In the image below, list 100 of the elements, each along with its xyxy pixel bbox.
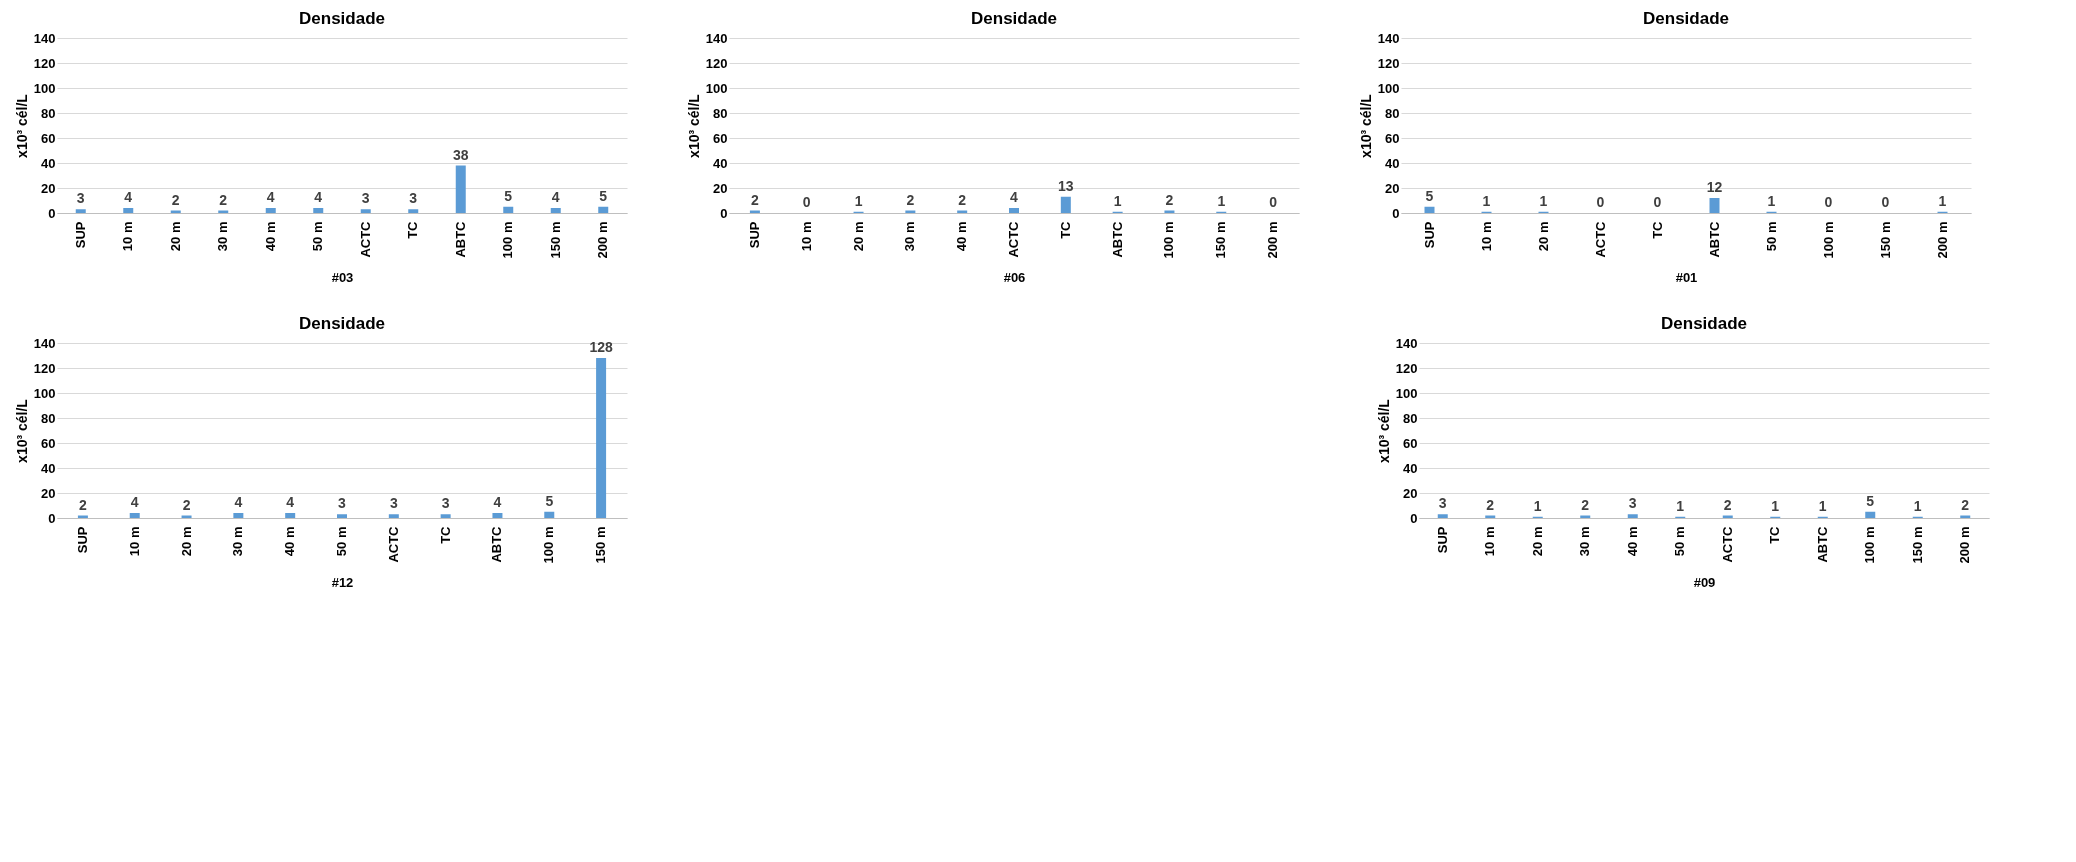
x-tick-label: 20 m [1529,526,1545,557]
x-tick-label: 20 m [850,221,866,252]
x-tick-label: 100 m [500,221,516,259]
y-tick-label: 100 [705,80,728,96]
y-axis-title: x10³ cél/L [13,93,30,158]
x-tick-label: 200 m [1265,221,1281,259]
chart-title: Densidade [299,314,385,333]
x-tick-label: 150 m [593,526,609,564]
chart-title: Densidade [1643,9,1729,28]
y-tick-label: 20 [1385,180,1400,196]
chart-title: Densidade [299,9,385,28]
bar [596,358,607,518]
data-label: 5 [545,492,554,509]
x-tick-label: 10 m [798,221,814,252]
y-tick-label: 120 [1377,55,1400,71]
data-label: 12 [1706,179,1723,195]
bar [129,513,140,518]
data-label: 1 [1818,497,1827,514]
data-label: 2 [1581,496,1590,513]
data-label: 4 [314,189,323,205]
data-label: 3 [441,495,450,512]
data-label: 0 [1881,194,1890,210]
chart-title: Densidade [971,9,1057,28]
y-tick-label: 140 [33,335,56,351]
data-label: 2 [171,191,180,208]
data-label: 1 [1217,192,1226,209]
x-tick-label: 10 m [1478,221,1494,252]
data-label: 0 [1824,194,1833,210]
y-tick-label: 120 [33,360,56,376]
data-label: 1 [1113,192,1122,209]
x-tick-label: 150 m [547,221,563,259]
data-label: 38 [452,146,469,163]
x-tick-label: 200 m [595,221,611,259]
data-label: 3 [389,495,398,512]
chart-title: Densidade [1661,314,1747,333]
y-tick-label: 100 [1395,385,1418,401]
x-tick-label: 150 m [1909,526,1925,564]
x-tick-label: 10 m [126,526,142,557]
x-tick-label: ACTC [1719,525,1735,563]
y-tick-label: 0 [48,510,56,526]
x-tick-label: 50 m [334,526,349,557]
y-tick-label: 60 [41,130,56,146]
x-tick-label: 150 m [1877,221,1893,259]
x-tick-label: TC [1767,525,1783,544]
bar [1060,196,1071,213]
bar [337,514,347,518]
x-tick-label: 50 m [310,221,326,252]
bar [492,513,503,518]
data-label: 2 [751,191,760,208]
bar [408,209,419,213]
bar [503,206,514,213]
data-label: 4 [234,494,243,510]
data-label: 13 [1058,177,1074,194]
y-tick-label: 40 [1403,460,1418,476]
y-axis-title: x10³ cél/L [13,398,30,463]
x-axis-title: #03 [331,270,354,286]
data-label: 1 [854,192,863,209]
bar [313,208,324,213]
data-label: 2 [1165,191,1174,208]
x-tick-label: 10 m [120,221,136,252]
y-tick-label: 100 [1377,80,1400,96]
y-tick-label: 60 [1403,435,1418,451]
y-tick-label: 40 [1385,155,1400,171]
x-tick-label: 30 m [230,526,246,557]
x-tick-label: 100 m [1161,221,1177,259]
x-tick-label: ABTC [1706,220,1722,258]
x-tick-label: TC [405,220,421,239]
data-label: 3 [409,190,418,207]
y-tick-label: 80 [1385,105,1400,121]
y-tick-label: 140 [1395,335,1418,351]
data-label: 4 [551,189,560,205]
y-tick-label: 20 [713,180,728,196]
x-axis-title: #01 [1675,270,1698,286]
bar [360,209,371,213]
y-tick-label: 140 [705,30,728,46]
data-label: 2 [182,496,191,513]
data-label: 4 [1010,189,1019,205]
x-tick-label: SUP [1434,526,1450,554]
y-tick-label: 60 [713,130,728,146]
x-tick-label: 40 m [282,526,298,557]
data-label: 4 [266,189,275,205]
x-tick-label: 10 m [1482,526,1498,557]
x-tick-label: 100 m [541,526,557,564]
data-label: 1 [1482,192,1491,209]
data-label: 4 [493,494,502,510]
y-tick-label: 20 [1403,485,1418,501]
y-tick-label: 0 [1410,510,1418,526]
data-label: 0 [1596,194,1605,210]
y-tick-label: 20 [41,485,56,501]
data-label: 5 [504,187,513,204]
x-tick-label: 30 m [215,221,231,252]
data-label: 0 [1653,194,1662,210]
x-tick-label: 40 m [954,221,970,252]
x-tick-label: 20 m [167,221,183,252]
data-label: 1 [1767,192,1776,209]
x-tick-label: 20 m [1535,221,1551,252]
y-tick-label: 120 [33,55,56,71]
bar [388,514,399,518]
x-tick-label: SUP [746,221,762,249]
y-tick-label: 60 [1385,130,1400,146]
